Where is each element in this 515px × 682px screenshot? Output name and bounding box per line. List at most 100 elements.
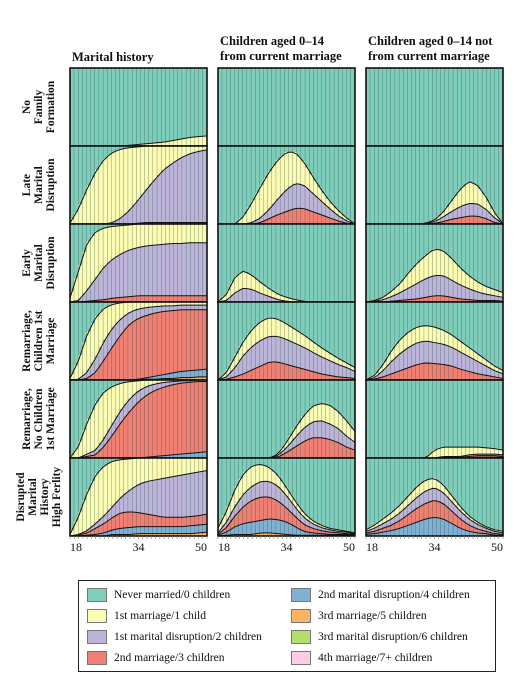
area-segment — [119, 225, 125, 254]
area-segment — [449, 219, 454, 225]
area-segment — [94, 169, 100, 225]
area-segment — [415, 146, 421, 225]
area-segment — [194, 242, 199, 296]
area-segment — [111, 68, 116, 147]
area-segment — [313, 533, 318, 536]
area-segment — [111, 516, 116, 530]
area-segment — [259, 302, 264, 322]
area-segment — [325, 351, 331, 361]
area-segment — [494, 449, 500, 455]
area-segment — [490, 533, 495, 536]
area-segment — [346, 302, 352, 365]
area-segment — [82, 533, 87, 536]
area-segment — [395, 224, 400, 287]
area-segment — [182, 224, 187, 244]
area-segment — [123, 416, 129, 459]
area-segment — [498, 454, 504, 457]
area-segment — [334, 532, 339, 535]
area-segment — [128, 527, 133, 535]
area-segment — [334, 214, 339, 221]
area-segment — [90, 409, 96, 452]
area-segment — [177, 371, 183, 378]
area-segment — [478, 362, 483, 375]
area-segment — [271, 336, 277, 363]
area-segment — [276, 214, 281, 225]
area-segment — [321, 421, 327, 439]
area-segment — [202, 68, 208, 137]
area-segment — [242, 214, 248, 224]
area-segment — [482, 527, 487, 532]
area-segment — [338, 359, 343, 366]
area-segment — [202, 136, 208, 147]
area-segment — [271, 483, 277, 500]
area-segment — [494, 146, 500, 216]
legend-label: 3rd marriage/5 children — [318, 610, 427, 622]
legend-label: 1st marriage/1 child — [114, 610, 206, 622]
area-segment — [234, 224, 239, 277]
area-segment — [395, 343, 400, 357]
area-segment — [119, 224, 125, 226]
state-boundary — [217, 518, 356, 536]
area-segment — [395, 146, 400, 225]
area-segment — [334, 220, 339, 225]
area-segment — [465, 371, 470, 381]
area-segment — [465, 447, 470, 456]
area-segment — [395, 529, 400, 537]
area-segment — [292, 343, 298, 367]
area-segment — [251, 521, 256, 535]
area-segment — [242, 302, 248, 340]
area-segment — [457, 368, 462, 381]
area-segment — [288, 152, 293, 187]
area-segment — [271, 203, 277, 217]
area-segment — [153, 179, 158, 223]
area-segment — [498, 378, 504, 381]
area-segment — [161, 146, 166, 171]
area-segment — [177, 302, 183, 306]
area-segment — [407, 68, 412, 147]
area-segment — [186, 526, 191, 534]
area-segment — [251, 345, 256, 370]
area-segment — [284, 323, 289, 340]
area-segment — [111, 385, 116, 423]
area-segment — [498, 296, 504, 302]
area-segment — [390, 302, 396, 349]
area-segment — [144, 526, 150, 534]
area-segment — [321, 193, 327, 204]
area-segment — [370, 302, 375, 377]
area-segment — [99, 302, 104, 312]
area-segment — [415, 364, 421, 381]
area-segment — [411, 146, 417, 225]
area-segment — [449, 201, 454, 212]
area-segment — [411, 510, 417, 524]
area-segment — [90, 224, 96, 236]
area-segment — [202, 305, 208, 310]
area-segment — [222, 458, 227, 516]
area-segment — [144, 514, 150, 527]
area-segment — [407, 271, 412, 288]
area-segment — [267, 467, 273, 482]
area-segment — [128, 146, 133, 148]
area-segment — [198, 224, 204, 243]
area-segment — [169, 380, 174, 382]
area-segment — [478, 374, 483, 381]
area-segment — [280, 321, 285, 339]
area-segment — [498, 146, 504, 222]
area-segment — [288, 380, 293, 436]
area-segment — [342, 418, 347, 435]
area-segment — [386, 68, 392, 147]
area-segment — [107, 262, 112, 299]
area-segment — [325, 207, 331, 218]
area-segment — [444, 277, 450, 297]
area-segment — [284, 495, 289, 509]
area-segment — [321, 438, 327, 459]
svg-text:Late: Late — [21, 174, 33, 196]
area-segment — [267, 68, 273, 147]
area-segment — [453, 146, 458, 196]
area-segment — [432, 326, 437, 343]
area-segment — [494, 215, 500, 220]
area-segment — [194, 146, 199, 153]
area-segment — [90, 68, 96, 147]
area-segment — [330, 146, 335, 204]
area-segment — [263, 466, 269, 482]
area-segment — [194, 515, 199, 526]
